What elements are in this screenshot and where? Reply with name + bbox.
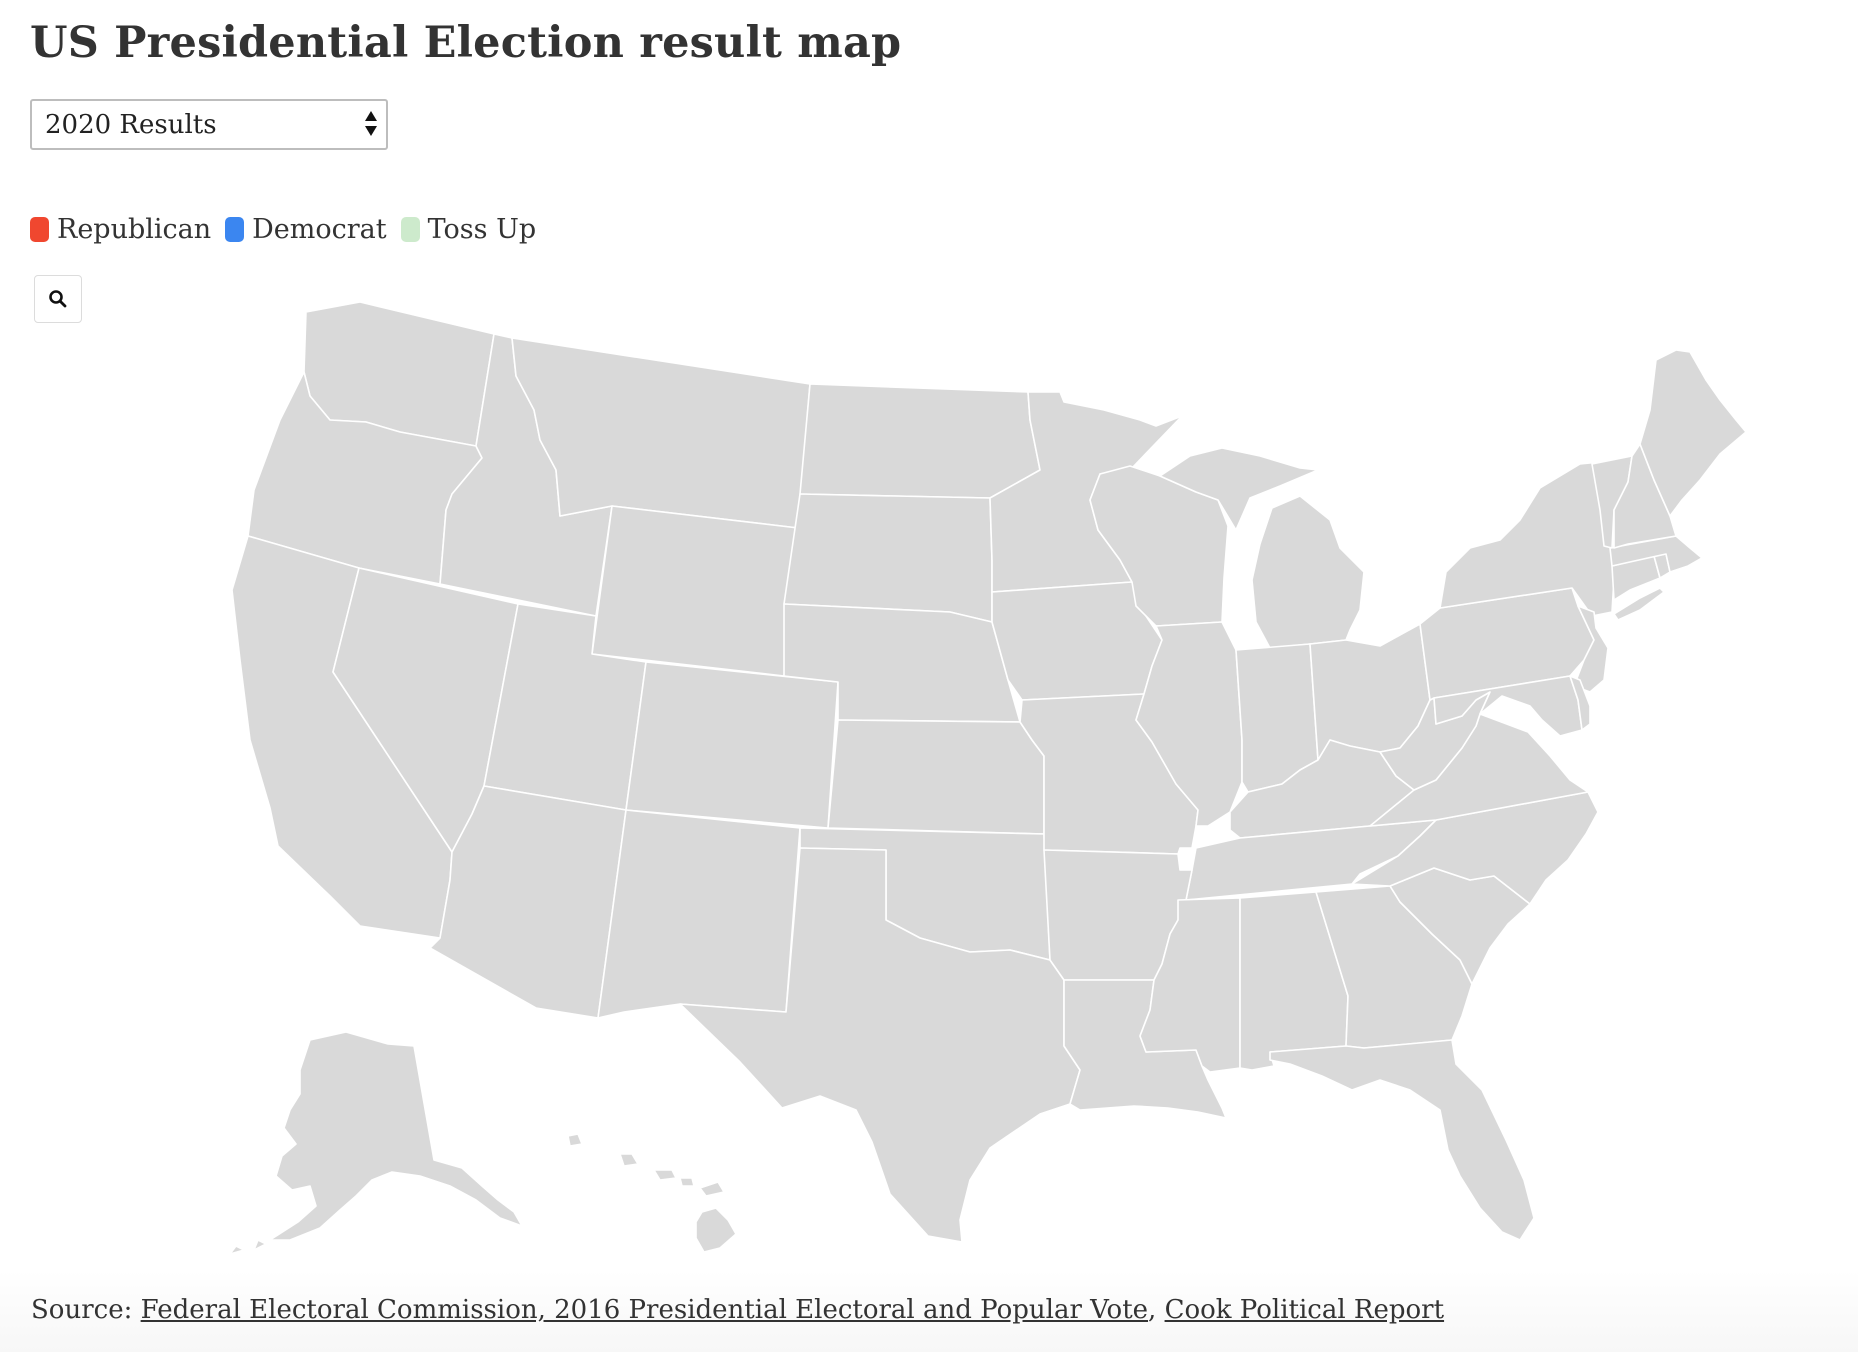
state-hi-1[interactable] [567, 1133, 583, 1147]
legend-label: Democrat [252, 214, 387, 245]
state-mi-up[interactable] [1159, 447, 1319, 531]
source-prefix: Source: [31, 1295, 133, 1325]
footer-band [0, 1270, 1858, 1352]
year-select[interactable]: 2020 Results [30, 99, 388, 150]
source-separator: , [1148, 1295, 1157, 1325]
search-icon [49, 290, 67, 308]
legend-label: Republican [57, 214, 212, 245]
legend-label: Toss Up [427, 214, 537, 245]
source-link-fec[interactable]: Federal Electoral Commission, 2016 Presi… [140, 1295, 1149, 1325]
state-ak-island2[interactable] [229, 1245, 245, 1255]
year-select-value: 2020 Results [45, 109, 217, 140]
state-tx[interactable] [679, 847, 1081, 1243]
state-hi-3[interactable] [653, 1169, 677, 1181]
state-ma[interactable] [1609, 535, 1703, 573]
state-wy[interactable] [591, 505, 799, 677]
state-ny[interactable] [1439, 461, 1615, 617]
state-hi-4[interactable] [679, 1177, 695, 1187]
state-co[interactable] [625, 661, 839, 829]
source-line: Source: Federal Electoral Commission, 20… [31, 1295, 1444, 1325]
legend: Republican Democrat Toss Up [30, 214, 550, 245]
page-title: US Presidential Election result map [30, 18, 902, 68]
state-fl[interactable] [1269, 1039, 1535, 1241]
state-nc[interactable] [1351, 791, 1599, 905]
state-hi-6[interactable] [695, 1207, 737, 1253]
state-ak-island1[interactable] [253, 1239, 267, 1251]
state-ny-li[interactable] [1613, 587, 1665, 621]
toss-up-swatch [400, 217, 420, 242]
legend-item-toss-up: Toss Up [400, 214, 537, 245]
select-arrows-icon [365, 111, 377, 136]
source-link-cook[interactable]: Cook Political Report [1164, 1295, 1445, 1325]
legend-item-republican: Republican [30, 214, 211, 245]
state-nm[interactable] [597, 809, 801, 1019]
state-de[interactable] [1569, 675, 1591, 731]
map-search-button[interactable] [34, 275, 82, 323]
state-hi-5[interactable] [699, 1181, 725, 1197]
republican-swatch [30, 217, 49, 242]
state-sd[interactable] [783, 493, 993, 623]
state-me[interactable] [1639, 349, 1747, 517]
state-hi-2[interactable] [619, 1153, 639, 1167]
state-nd[interactable] [799, 383, 1041, 499]
democrat-swatch [225, 217, 245, 242]
state-ak[interactable] [269, 1031, 523, 1241]
state-ms[interactable] [1139, 897, 1241, 1073]
legend-item-democrat: Democrat [225, 214, 387, 245]
state-mi[interactable] [1251, 495, 1365, 649]
state-ks[interactable] [827, 719, 1045, 835]
state-nj[interactable] [1573, 605, 1609, 693]
